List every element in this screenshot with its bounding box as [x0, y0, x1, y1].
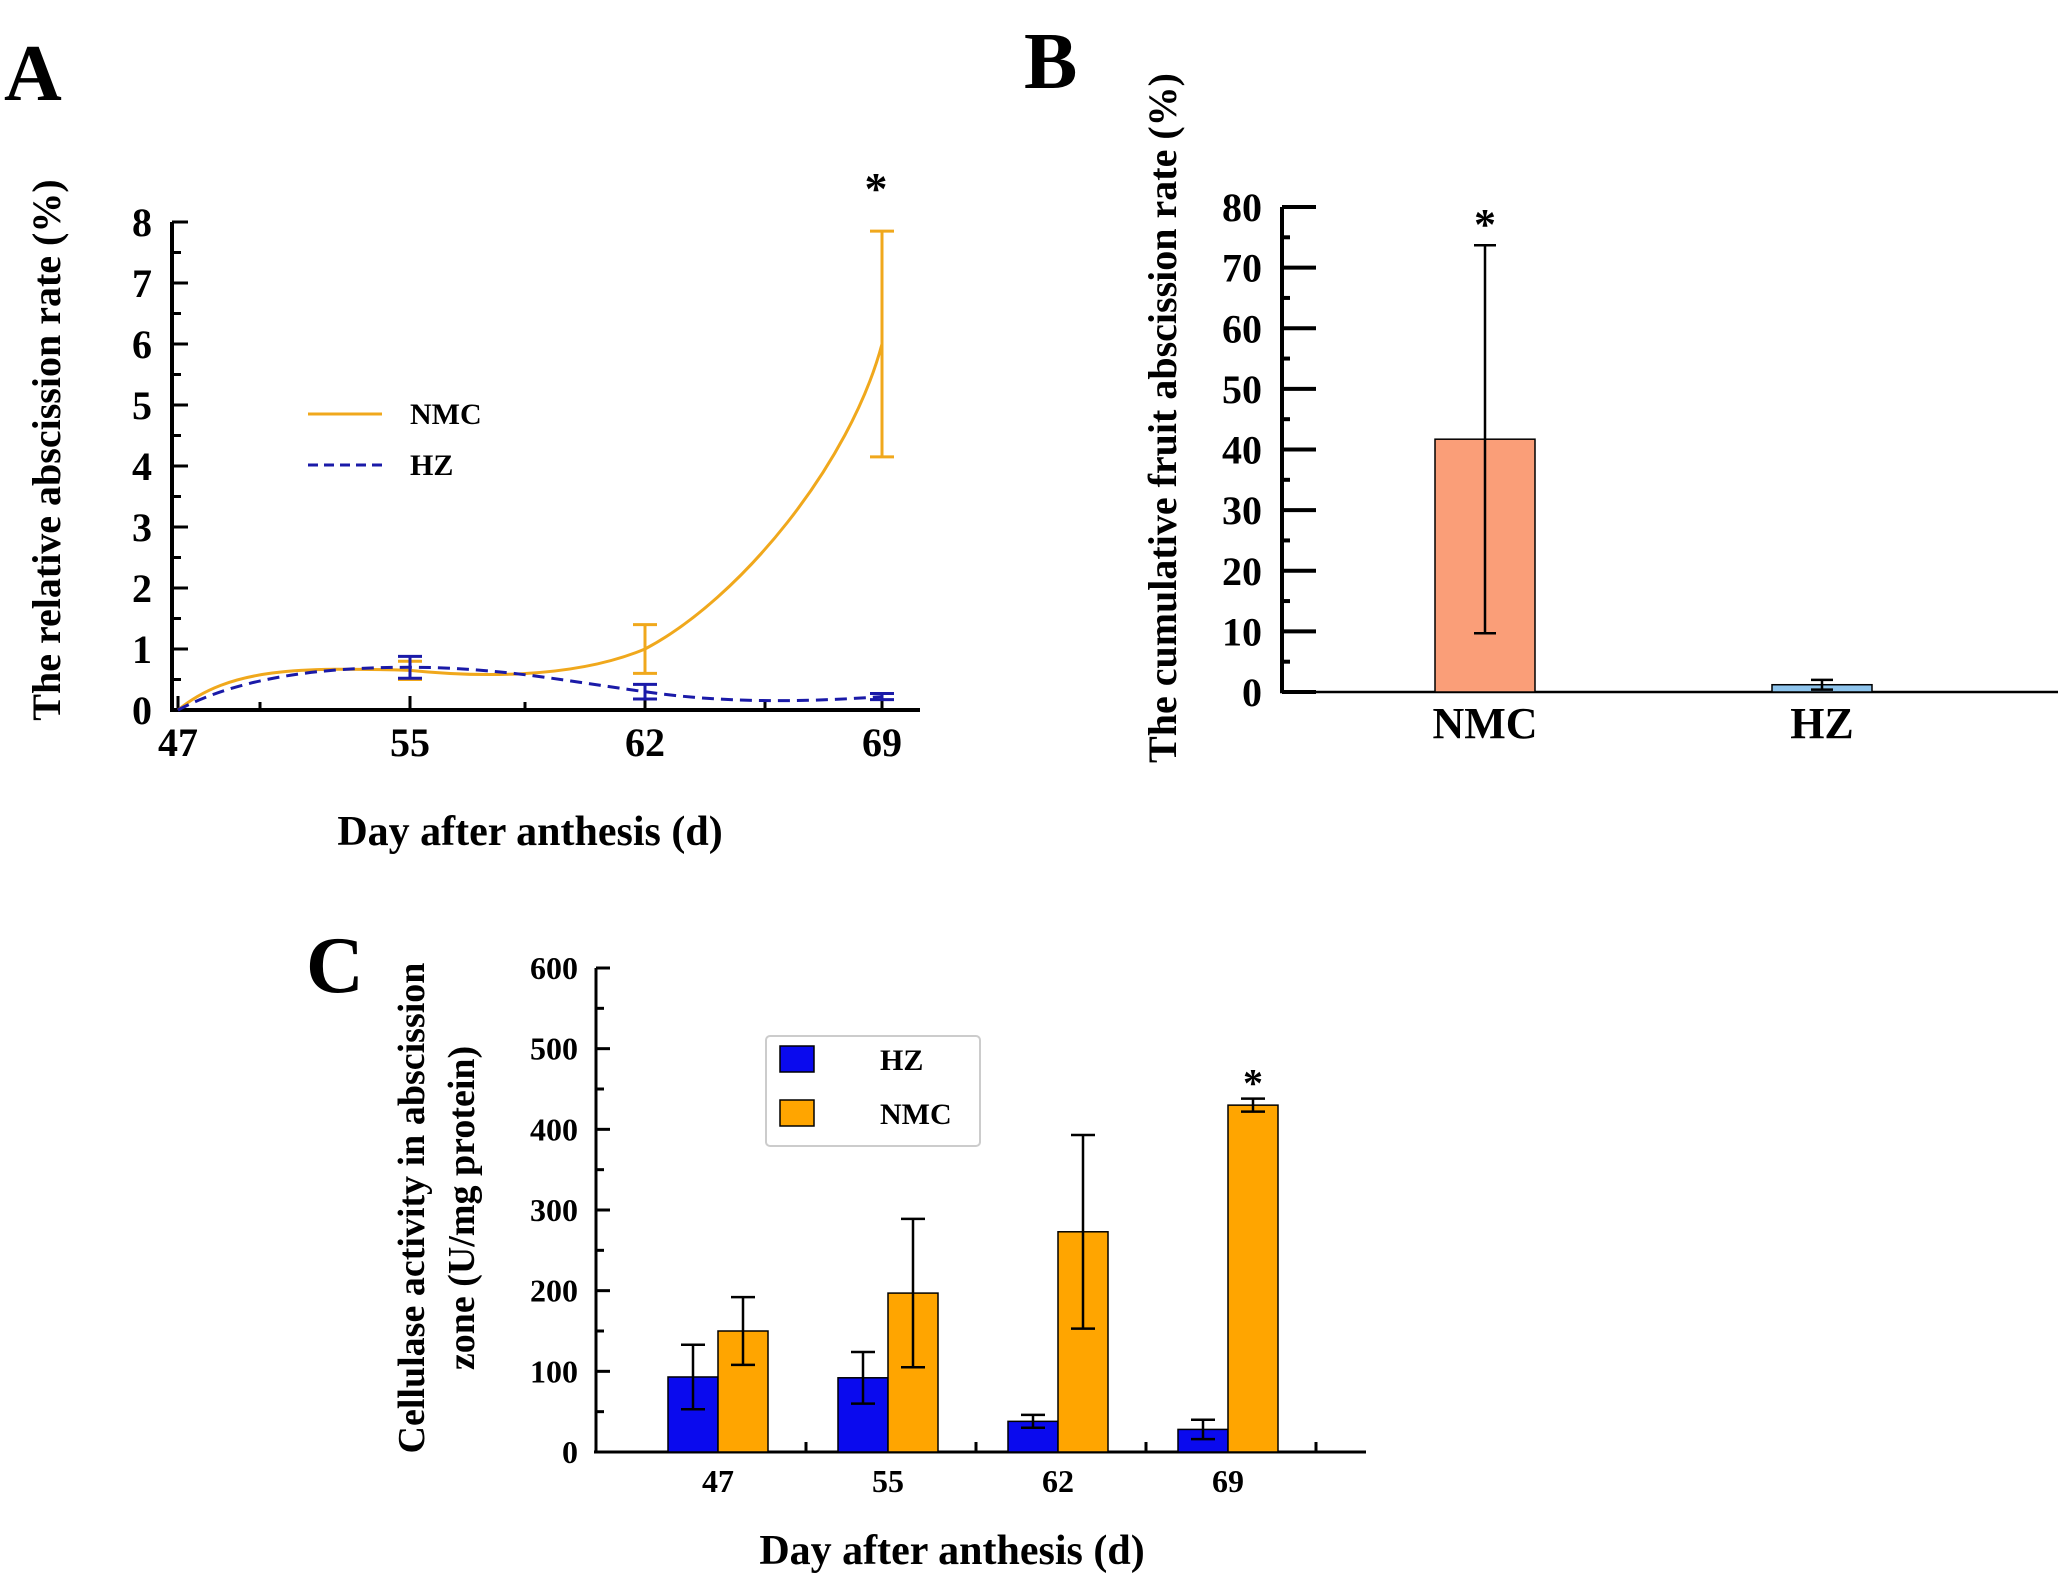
b-category-label: HZ — [1790, 699, 1854, 748]
panel-c-xlabel: Day after anthesis (d) — [759, 1528, 1144, 1574]
b-ytick-label: 70 — [1222, 246, 1262, 291]
panel-c-ylabel-line2: zone (U/mg protein) — [441, 1046, 483, 1370]
a-ytick-label: 7 — [132, 261, 152, 306]
a-xtick-label: 62 — [625, 720, 665, 765]
series-line-nmc — [177, 343, 884, 712]
c-ytick-label: 300 — [530, 1192, 578, 1228]
panel-b: B The cumulative fruit abscission rate (… — [1024, 18, 2058, 763]
panel-a-significance: * — [865, 163, 888, 214]
a-ytick-label: 6 — [132, 322, 152, 367]
b-ytick-label: 40 — [1222, 428, 1262, 473]
legend-nmc-label: NMC — [410, 398, 482, 431]
legend-hz-swatch — [779, 1045, 815, 1073]
b-significance: * — [1474, 200, 1496, 249]
c-xtick-label: 55 — [872, 1463, 904, 1499]
panel-a-label: A — [4, 30, 62, 118]
panel-a-legend: NMC HZ — [308, 398, 482, 482]
a-ytick-label: 0 — [132, 688, 152, 733]
b-ytick-label: 30 — [1222, 488, 1262, 533]
panel-c: C Cellulase activity in abscission zone … — [306, 922, 1366, 1574]
a-xtick-label: 47 — [158, 720, 198, 765]
c-ytick-label: 600 — [530, 950, 578, 986]
a-ytick-label: 8 — [132, 200, 152, 245]
b-ytick-label: 20 — [1222, 549, 1262, 594]
bar-nmc-69 — [1227, 1104, 1279, 1453]
panel-b-label: B — [1024, 18, 1077, 106]
c-xtick-label: 69 — [1212, 1463, 1244, 1499]
panel-b-ylabel: The cumulative fruit abscission rate (%) — [1140, 73, 1185, 763]
panel-a-ylabel: The relative abscission rate (%) — [24, 179, 69, 720]
a-ytick-label: 2 — [132, 566, 152, 611]
legend-frame — [765, 1035, 981, 1147]
panel-c-ylabel-line1: Cellulase activity in abscission — [391, 963, 433, 1454]
c-ytick-label: 0 — [562, 1434, 578, 1470]
b-ytick-label: 50 — [1222, 367, 1262, 412]
b-ytick-label: 0 — [1242, 670, 1262, 715]
c-ytick-label: 500 — [530, 1031, 578, 1067]
a-ytick-label: 1 — [132, 627, 152, 672]
b-category-label: NMC — [1432, 699, 1537, 748]
legend-hz-label: HZ — [410, 449, 453, 482]
b-ytick-label: 10 — [1222, 609, 1262, 654]
c-ytick-label: 400 — [530, 1111, 578, 1147]
panel-a-xlabel: Day after anthesis (d) — [337, 809, 722, 855]
panel-c-label: C — [306, 922, 364, 1010]
legend-hz-label: HZ — [880, 1044, 923, 1077]
panel-c-legend: HZ NMC — [765, 1035, 981, 1147]
c-xtick-label: 47 — [702, 1463, 734, 1499]
a-xtick-label: 55 — [390, 720, 430, 765]
c-ytick-label: 100 — [530, 1353, 578, 1389]
c-significance: * — [1243, 1061, 1263, 1106]
a-ytick-label: 4 — [132, 444, 152, 489]
panel-a: A The relative abscission rate (%) Day a… — [4, 30, 920, 855]
b-ytick-label: 80 — [1222, 185, 1262, 230]
a-ytick-label: 5 — [132, 383, 152, 428]
a-ytick-label: 3 — [132, 505, 152, 550]
series-line-hz — [177, 665, 883, 712]
c-ytick-label: 200 — [530, 1273, 578, 1309]
b-ytick-label: 60 — [1222, 306, 1262, 351]
a-xtick-label: 69 — [862, 720, 902, 765]
legend-nmc-label: NMC — [880, 1098, 952, 1131]
c-xtick-label: 62 — [1042, 1463, 1074, 1499]
legend-nmc-swatch — [779, 1099, 815, 1127]
